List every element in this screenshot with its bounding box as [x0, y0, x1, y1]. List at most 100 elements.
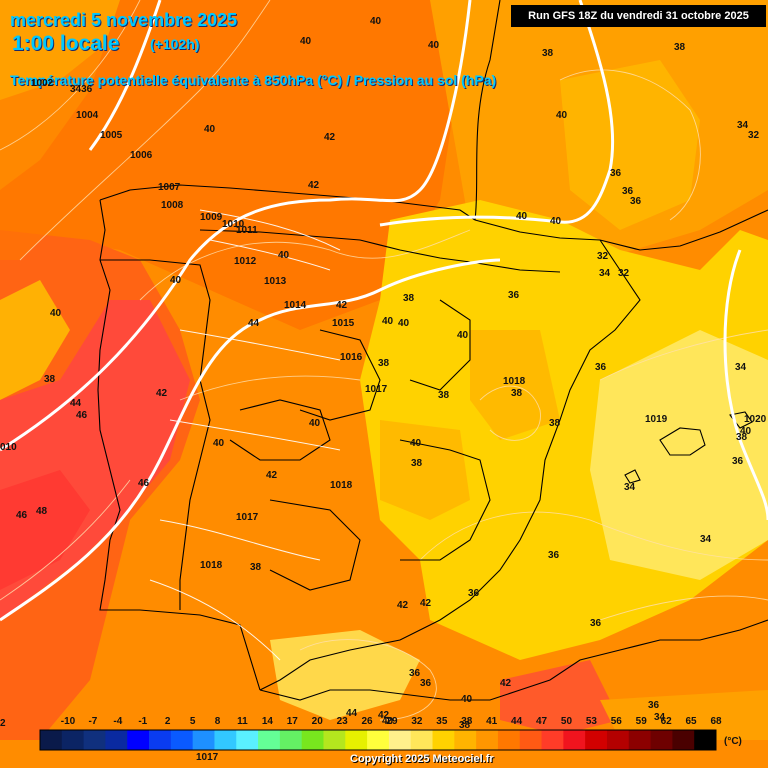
isotherm-label: 38 — [549, 418, 561, 429]
isotherm-label: 46 — [76, 410, 88, 421]
color-scale-legend: -10 -7 -4 -1 2 5 8 11 14 17 20 23 26 29 32 35 38 41 44 47 50… — [39, 716, 722, 751]
isotherm-label: 40 — [410, 438, 422, 449]
isobar-label: 1014 — [284, 300, 307, 311]
legend-tick-label: 62 — [661, 716, 673, 727]
isobar-label: 1011 — [236, 225, 258, 236]
isobar-label: 1017 — [236, 512, 259, 523]
legend-color-swatch — [476, 730, 499, 750]
isotherm-label: 40 — [428, 40, 440, 51]
legend-color-swatch — [410, 730, 434, 750]
isotherm-label: 42 — [336, 300, 348, 311]
isotherm-label: 34 — [700, 534, 712, 545]
legend-tick-label: 20 — [312, 716, 324, 727]
legend-color-swatch — [606, 730, 630, 750]
isotherm-label: 38 — [459, 720, 471, 731]
isotherm-label: 48 — [36, 506, 48, 517]
isotherm-label: 40 — [382, 716, 394, 727]
isotherm-label: 40 — [300, 36, 312, 47]
isotherm-label: 34 — [737, 120, 749, 131]
isotherm-label: 40 — [461, 694, 473, 705]
isotherm-label: 42 — [308, 180, 320, 191]
copyright-text: Copyright 2025 Meteociel.fr — [350, 753, 494, 765]
isotherm-label: 38 — [511, 388, 523, 399]
isotherm-label: 38 — [736, 432, 748, 443]
isobar-label: 1006 — [130, 150, 153, 161]
isotherm-label: 36 — [420, 678, 432, 689]
legend-tick-label: 59 — [636, 716, 648, 727]
legend-color-swatch — [650, 730, 673, 750]
isotherm-label: 36 — [595, 362, 607, 373]
isotherm-label: 36 — [610, 168, 622, 179]
isotherm-label: 40 — [398, 318, 410, 329]
legend-tick-label: 23 — [337, 716, 349, 727]
legend-color-swatch — [694, 730, 717, 750]
isotherm-label: 38 — [438, 390, 450, 401]
legend-color-swatch — [105, 730, 128, 750]
isobar-label: 1007 — [158, 182, 181, 193]
isotherm-label: 38 — [411, 458, 423, 469]
legend-tick-label: 32 — [411, 716, 423, 727]
isotherm-label: 42 — [397, 600, 409, 611]
isotherm-label: 38 — [542, 48, 554, 59]
variable-title: Température potentielle équivalente à 85… — [10, 72, 497, 88]
isotherm-label: 42 — [324, 132, 336, 143]
legend-color-swatch — [432, 730, 455, 750]
isobar-label: 010 — [0, 442, 17, 453]
legend-frame — [39, 729, 717, 751]
coastlines-and-borders — [97, 0, 768, 701]
isobar-label: 1016 — [340, 352, 363, 363]
isotherm-label: 40 — [457, 330, 469, 341]
isotherm-label: 40 — [50, 308, 62, 319]
isotherm-label: 40 — [213, 438, 225, 449]
legend-color-swatch — [83, 730, 106, 750]
legend-color-swatch — [149, 730, 172, 750]
isotherm-label: 38 — [378, 358, 390, 369]
isotherm-label: 2 — [0, 718, 6, 729]
isotherm-label: 36 — [468, 588, 480, 599]
legend-color-swatch — [563, 730, 586, 750]
isotherm-label: 36 — [508, 290, 520, 301]
isotherm-label: 44 — [248, 318, 260, 329]
legend-color-swatch — [258, 730, 281, 750]
isobar-label: 1013 — [264, 276, 287, 287]
isotherm-label: 42 — [420, 598, 432, 609]
legend-tick-label: 11 — [237, 716, 248, 727]
isobar-label: 1010 — [222, 219, 245, 230]
legend-color-swatch — [323, 730, 346, 750]
isotherm-label: 36 — [548, 550, 560, 561]
legend-color-swatch — [61, 730, 85, 750]
legend-color-swatch — [40, 730, 63, 750]
isobar-label: 1018 — [503, 376, 526, 387]
isotherm-label: 36 — [648, 700, 660, 711]
legend-color-swatch — [541, 730, 564, 750]
isotherm-label: 36 — [590, 618, 602, 629]
isobar-label: 1017 — [196, 752, 219, 763]
isotherm-label: 40 — [278, 250, 290, 261]
legend-color-swatch — [236, 730, 259, 750]
isotherm-label: 40 — [170, 275, 182, 286]
isotherm-label: 38 — [44, 374, 56, 385]
legend-tick-label: 8 — [215, 716, 221, 727]
isotherm-label: 38 — [250, 562, 262, 573]
isobar-label: 1019 — [645, 414, 668, 425]
isotherm-label: 36 — [409, 668, 421, 679]
isobar-lines-thin — [149, 209, 341, 661]
isotherm-label: 32 — [597, 251, 609, 262]
legend-tick-label: 2 — [165, 716, 171, 727]
isotherm-label: 40 — [740, 426, 752, 437]
forecast-local-time: 1:00 locale — [12, 32, 120, 55]
legend-color-swatch — [192, 730, 215, 750]
isotherm-label: 40 — [550, 216, 562, 227]
legend-tick-label: -10 — [61, 716, 76, 727]
isobar-label: 1018 — [200, 560, 223, 571]
isotherm-label: 34 — [654, 712, 666, 723]
isobar-label: 1005 — [100, 130, 123, 141]
legend-color-swatch — [388, 730, 412, 750]
isotherm-label: 42 — [378, 710, 390, 721]
isotherm-label: 40 — [556, 110, 568, 121]
legend-tick-label: 65 — [686, 716, 698, 727]
legend-tick-label: -7 — [88, 716, 97, 727]
